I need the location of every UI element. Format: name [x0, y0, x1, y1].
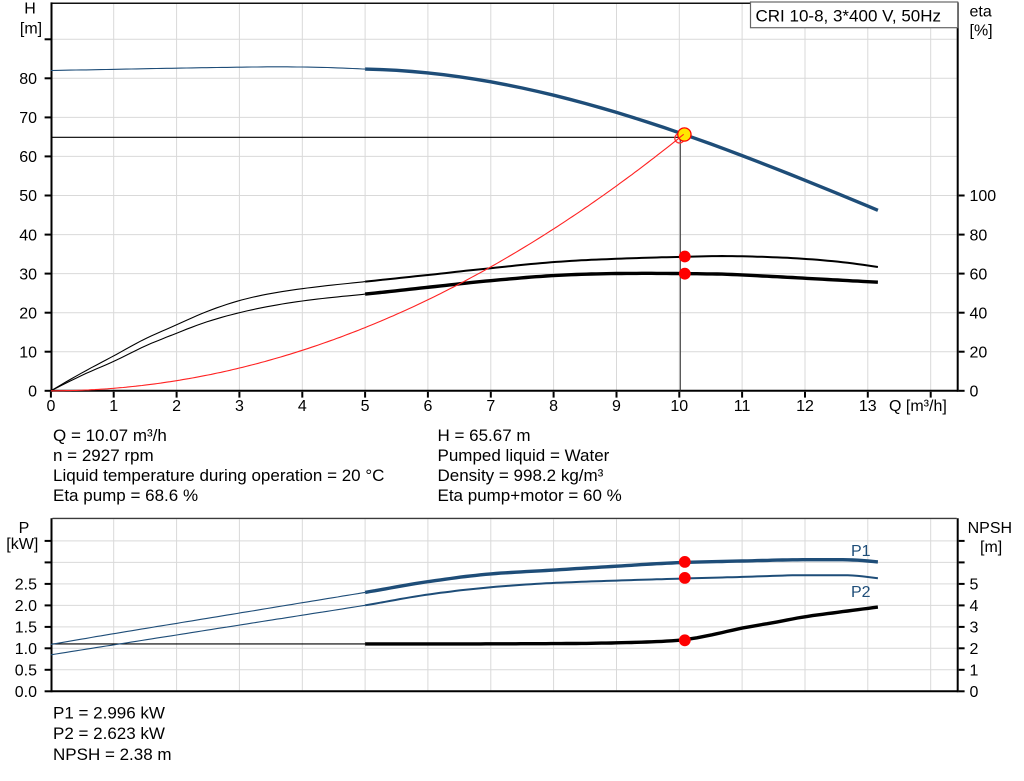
svg-text:2.0: 2.0 [15, 598, 37, 615]
svg-text:[m]: [m] [980, 539, 1002, 556]
svg-text:[kW]: [kW] [6, 536, 38, 553]
svg-text:0: 0 [28, 384, 37, 401]
svg-text:2.5: 2.5 [15, 577, 37, 594]
svg-text:Q = 10.07 m³/h: Q = 10.07 m³/h [53, 426, 167, 445]
svg-text:2: 2 [172, 398, 181, 415]
svg-text:1: 1 [109, 398, 118, 415]
svg-text:P2 = 2.623 kW: P2 = 2.623 kW [53, 724, 165, 743]
svg-text:[%]: [%] [970, 23, 993, 40]
svg-text:6: 6 [423, 398, 432, 415]
svg-text:1.0: 1.0 [15, 641, 37, 658]
svg-text:P: P [19, 520, 30, 537]
svg-text:7: 7 [486, 398, 495, 415]
svg-text:0.0: 0.0 [15, 684, 37, 701]
svg-text:Density = 998.2 kg/m³: Density = 998.2 kg/m³ [438, 466, 604, 485]
svg-text:11: 11 [734, 398, 751, 415]
svg-text:40: 40 [19, 227, 37, 244]
svg-text:20: 20 [19, 305, 37, 322]
svg-text:1: 1 [970, 663, 979, 680]
svg-text:4: 4 [298, 398, 307, 415]
svg-text:0: 0 [970, 684, 979, 701]
svg-text:13: 13 [859, 398, 877, 415]
svg-text:100: 100 [970, 188, 997, 205]
svg-text:20: 20 [970, 344, 988, 361]
svg-text:50: 50 [19, 188, 37, 205]
svg-text:40: 40 [970, 305, 988, 322]
svg-text:60: 60 [970, 266, 988, 283]
svg-text:NPSH: NPSH [968, 520, 1012, 537]
svg-text:0.5: 0.5 [15, 663, 37, 680]
svg-text:30: 30 [19, 266, 37, 283]
svg-text:[m]: [m] [20, 21, 42, 38]
svg-text:10: 10 [19, 344, 37, 361]
svg-text:5: 5 [970, 577, 979, 594]
svg-text:60: 60 [19, 149, 37, 166]
svg-text:NPSH = 2.38 m: NPSH = 2.38 m [53, 745, 172, 764]
svg-text:12: 12 [796, 398, 814, 415]
svg-text:CRI 10-8, 3*400 V, 50Hz: CRI 10-8, 3*400 V, 50Hz [756, 6, 942, 25]
svg-text:P1: P1 [851, 543, 871, 560]
svg-text:80: 80 [970, 227, 988, 244]
svg-text:3: 3 [970, 620, 979, 637]
svg-text:0: 0 [970, 384, 979, 401]
svg-text:Eta pump = 68.6 %: Eta pump = 68.6 % [53, 486, 198, 505]
svg-text:H = 65.67 m: H = 65.67 m [438, 426, 531, 445]
svg-text:0: 0 [46, 398, 55, 415]
svg-text:5: 5 [361, 398, 370, 415]
svg-text:Pumped liquid = Water: Pumped liquid = Water [438, 446, 610, 465]
svg-text:1.5: 1.5 [15, 620, 37, 637]
svg-text:eta: eta [970, 4, 992, 21]
svg-text:80: 80 [19, 71, 37, 88]
svg-text:9: 9 [612, 398, 621, 415]
svg-text:70: 70 [19, 110, 37, 127]
svg-text:n = 2927 rpm: n = 2927 rpm [53, 446, 154, 465]
svg-text:Eta pump+motor = 60 %: Eta pump+motor = 60 % [438, 486, 622, 505]
svg-text:P1 = 2.996 kW: P1 = 2.996 kW [53, 704, 165, 723]
svg-text:2: 2 [970, 641, 979, 658]
svg-text:10: 10 [670, 398, 688, 415]
svg-text:H: H [24, 1, 36, 18]
svg-text:3: 3 [235, 398, 244, 415]
svg-text:4: 4 [970, 598, 979, 615]
svg-text:P2: P2 [851, 584, 871, 601]
svg-text:Liquid temperature during oper: Liquid temperature during operation = 20… [53, 466, 384, 485]
svg-text:8: 8 [549, 398, 558, 415]
svg-text:Q [m³/h]: Q [m³/h] [889, 398, 947, 415]
